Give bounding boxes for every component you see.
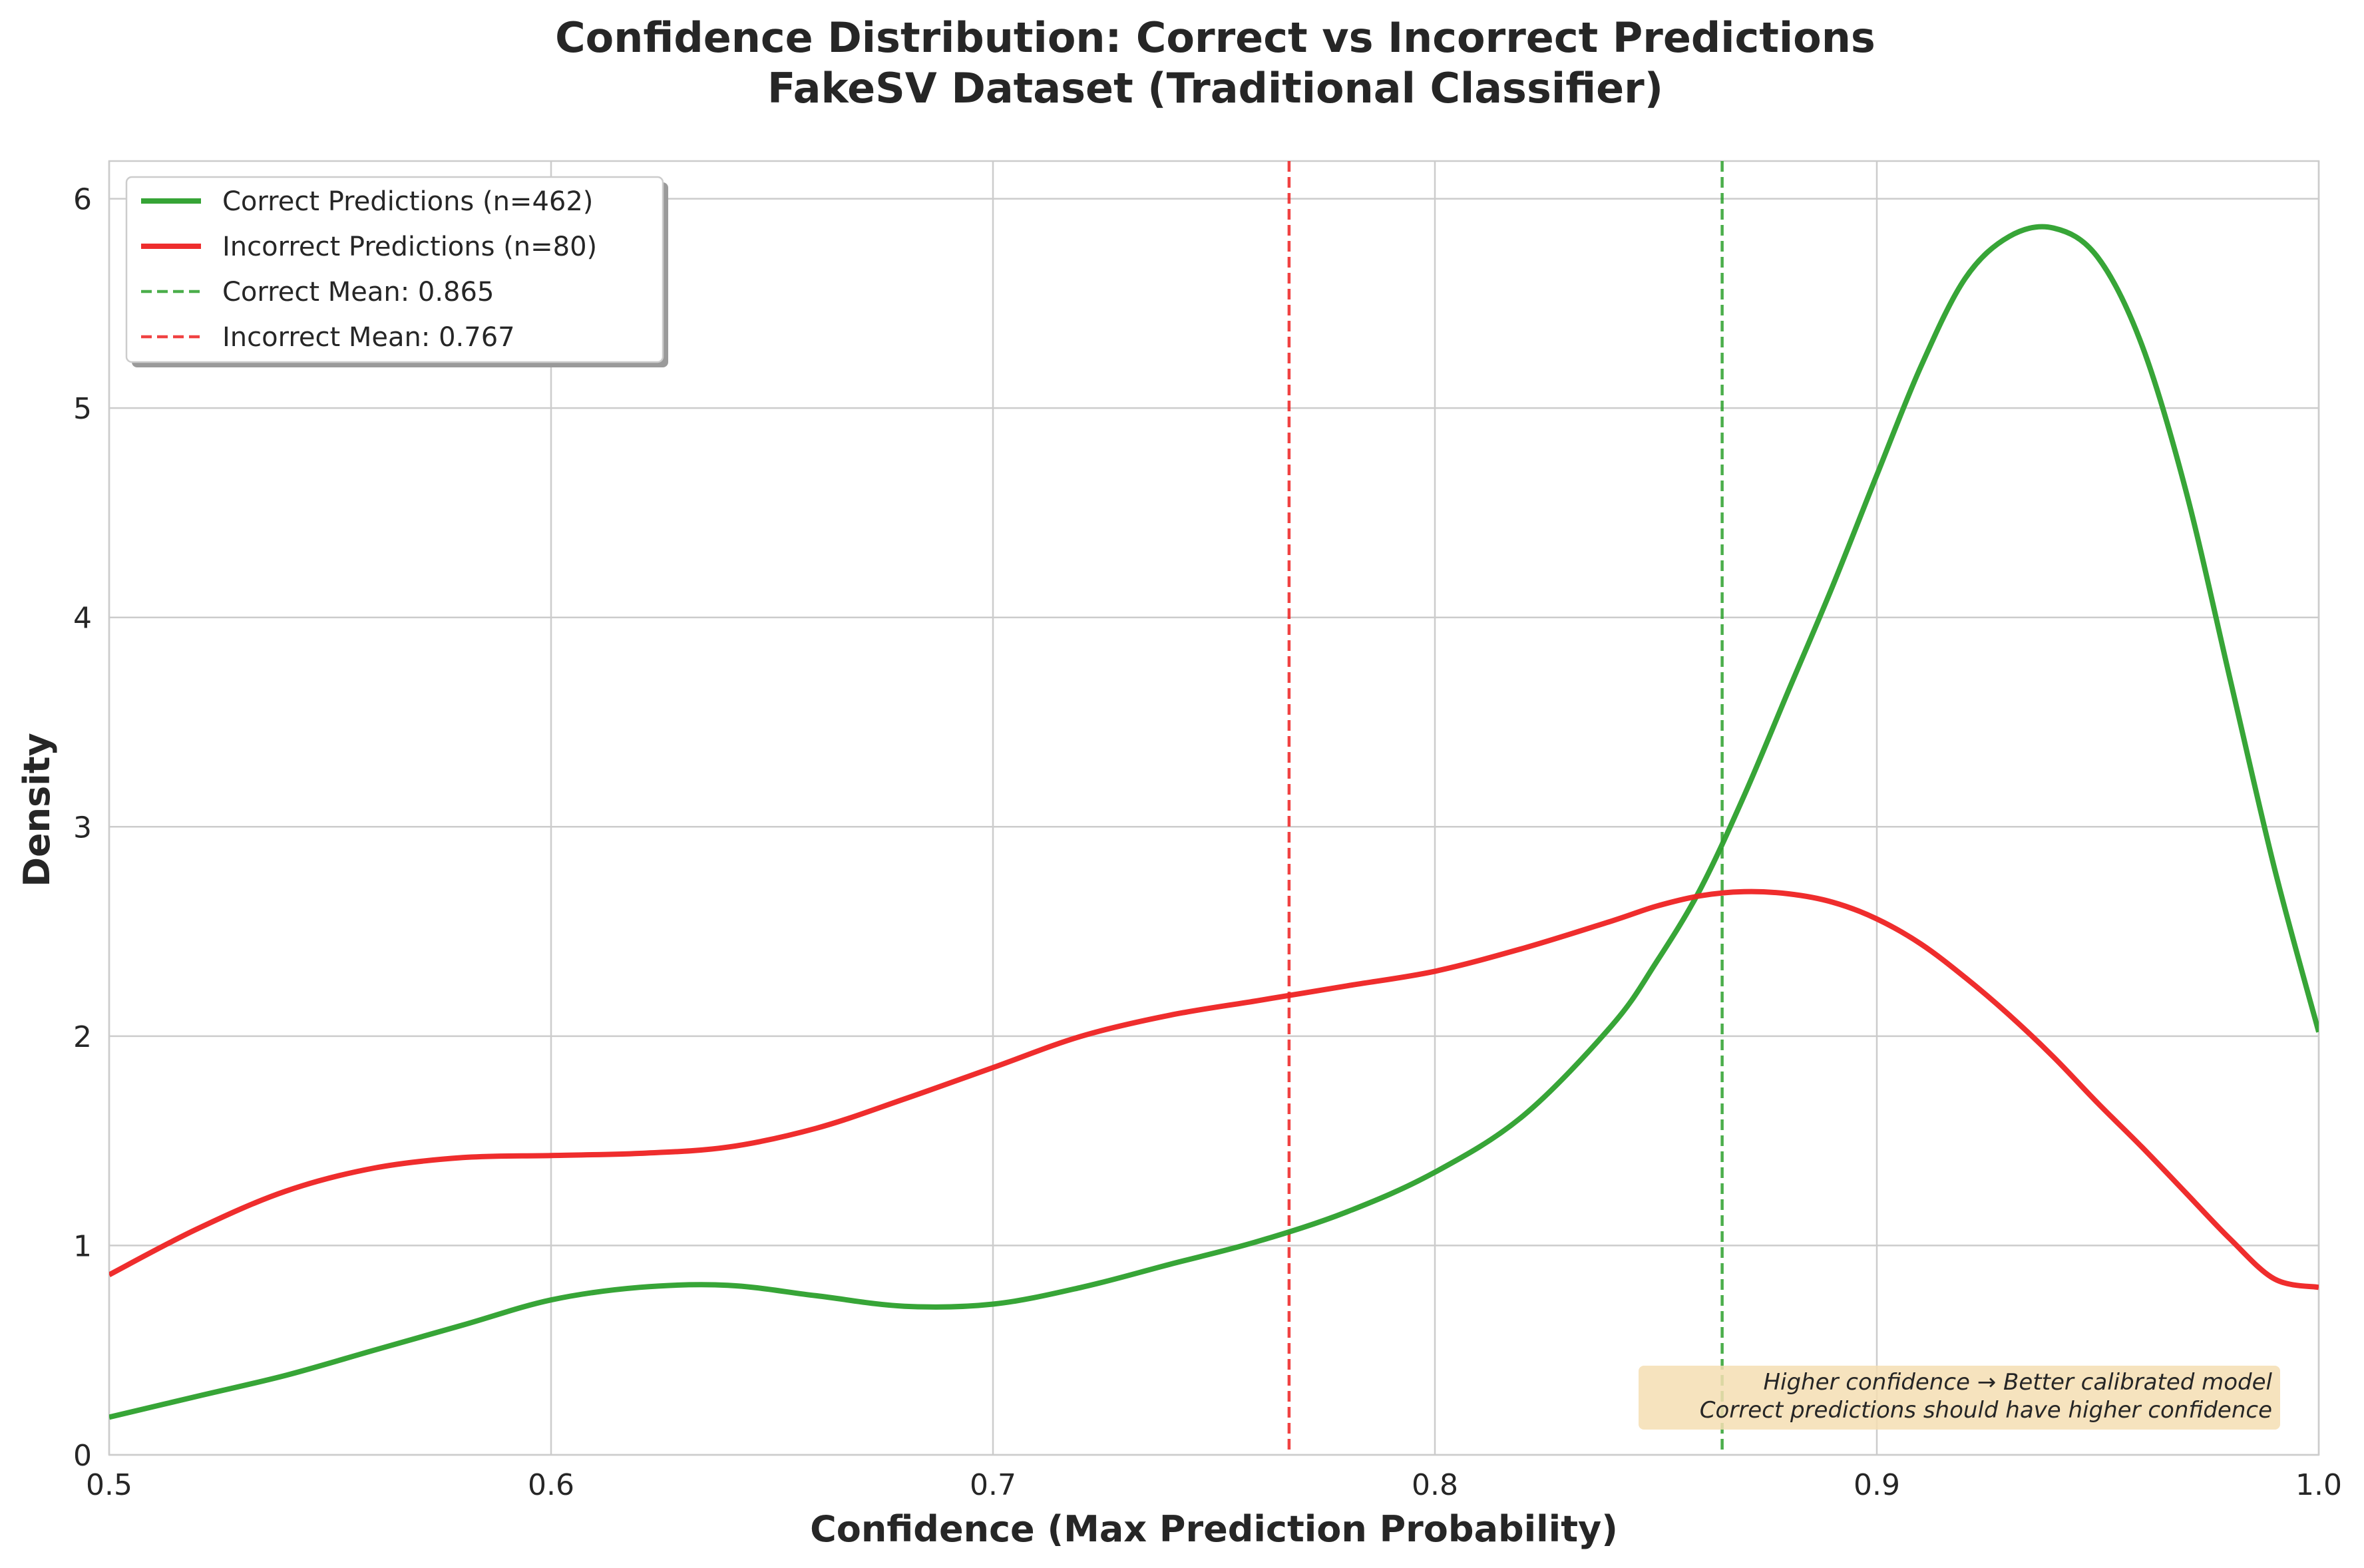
x-tick-label: 1.0 [2295, 1468, 2342, 1502]
calibration-note-line2: Correct predictions should have higher c… [1700, 1397, 2272, 1424]
y-tick-label: 1 [73, 1229, 92, 1263]
calibration-note-box [1639, 1366, 2280, 1430]
x-tick-label: 0.8 [1412, 1468, 1458, 1502]
x-tick-label: 0.6 [528, 1468, 574, 1502]
legend-label-0: Correct Predictions (n=462) [222, 186, 593, 217]
x-tick-label: 0.7 [970, 1468, 1016, 1502]
legend-label-2: Correct Mean: 0.865 [222, 277, 494, 307]
correct-density-line [109, 224, 2319, 1420]
legend-items: Correct Predictions (n=462) Incorrect Pre… [141, 186, 597, 353]
y-tick-label: 5 [73, 392, 92, 426]
chart-title-line2: FakeSV Dataset (Traditional Classifier) [767, 64, 1663, 112]
plot-frame [108, 160, 2320, 1456]
y-axis-label: Density [16, 733, 58, 887]
y-tick-label: 0 [73, 1439, 92, 1473]
x-tick-label: 0.5 [86, 1468, 132, 1502]
y-tick-label: 4 [73, 602, 92, 636]
y-tick-label: 2 [73, 1020, 92, 1054]
legend: Correct Predictions (n=462) Incorrect Pre… [125, 176, 668, 367]
x-axis-label: Confidence (Max Prediction Probability) [810, 1508, 1618, 1550]
incorrect-density-line [109, 888, 2319, 1290]
calibration-note-line1: Higher confidence → Better calibrated mo… [1763, 1369, 2272, 1396]
axis-ticks: 0.5 0.6 0.7 0.8 0.9 1.0 0 1 2 3 4 5 6 [73, 183, 2342, 1502]
x-tick-label: 0.9 [1854, 1468, 1900, 1502]
chart-title-line1: Confidence Distribution: Correct vs Inco… [555, 13, 1875, 62]
calibration-note: Higher confidence → Better calibrated mo… [1639, 1366, 2280, 1430]
y-tick-label: 3 [73, 811, 92, 845]
y-tick-label: 6 [73, 183, 92, 217]
legend-label-3: Incorrect Mean: 0.767 [222, 322, 515, 353]
mean-lines [1287, 161, 1724, 1455]
legend-box [125, 176, 664, 363]
legend-label-1: Incorrect Predictions (n=80) [222, 232, 597, 262]
density-curves [109, 224, 2319, 1420]
